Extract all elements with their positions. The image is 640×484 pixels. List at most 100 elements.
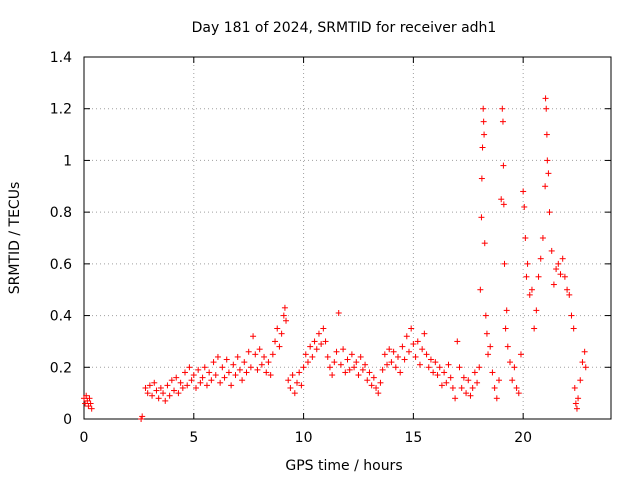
data-point [531,325,538,332]
data-point [573,405,580,412]
data-point [329,372,336,379]
data-point [460,374,467,381]
y-tick-label: 0 [63,412,72,428]
data-point [315,330,322,337]
data-point [545,170,552,177]
data-point [83,392,90,399]
data-point [487,343,494,350]
data-point [465,377,472,384]
data-point [250,333,257,340]
data-point [469,384,476,391]
data-point [287,384,294,391]
data-point [285,377,292,384]
data-point [506,359,513,366]
data-point [322,338,329,345]
data-point [272,338,279,345]
data-point [357,353,364,360]
data-point [283,317,290,324]
data-point [195,366,202,373]
data-point [410,341,417,348]
data-point [571,384,578,391]
data-point [368,382,375,389]
data-point [517,351,524,358]
data-point [280,312,287,319]
data-point [300,364,307,371]
data-point [481,240,488,247]
data-point [184,382,191,389]
data-point [528,286,535,293]
data-point [478,214,485,221]
data-point [390,348,397,355]
data-point [88,405,95,412]
data-point [307,343,314,350]
data-point [539,235,546,241]
data-point [162,397,169,404]
data-point [289,372,296,379]
x-tick-label: 0 [80,430,89,446]
data-point [326,364,333,371]
data-point [501,260,508,267]
data-point [151,379,158,386]
data-point [483,330,490,337]
data-point [454,338,461,345]
data-point [219,364,226,371]
data-point [223,356,230,363]
data-point [441,369,448,376]
data-point [256,346,263,353]
data-point [430,369,437,376]
y-tick-label: 0.6 [50,257,72,273]
data-point [168,377,175,384]
data-point [164,382,171,389]
x-tick-label: 10 [295,430,313,446]
data-point [511,364,518,371]
data-point [252,351,259,358]
data-point [568,312,575,319]
data-point [419,346,426,353]
data-point [276,343,283,350]
data-point [296,369,303,376]
data-point [208,377,215,384]
data-point [225,369,232,376]
data-point [499,118,506,125]
data-point [155,395,162,402]
data-point [386,346,393,353]
data-point [192,384,199,391]
data-point [397,369,404,376]
data-point [542,183,549,190]
data-point [267,372,274,379]
data-point [570,325,577,332]
data-point [414,338,421,345]
data-point [153,387,160,394]
data-point [509,377,516,384]
data-point [304,359,311,366]
data-point [254,366,261,373]
data-point [298,382,305,389]
data-point [333,348,340,355]
data-point [489,369,496,376]
data-point [438,382,445,389]
y-tick-label: 1.2 [50,102,72,118]
data-point [171,387,178,394]
data-point [474,379,481,386]
y-axis-label: SRMTID / TECUs [7,182,23,295]
data-point [478,175,485,182]
data-point [553,266,560,273]
data-point [447,374,454,381]
data-point [522,235,529,241]
data-point [467,392,474,399]
data-point [537,255,544,262]
x-tick-label: 20 [514,430,532,446]
data-point [480,105,487,112]
data-point [359,366,366,373]
data-point [377,379,384,386]
x-tick-label: 5 [189,430,198,446]
data-point [190,372,197,379]
data-point [401,356,408,363]
data-point [379,366,386,373]
data-point [548,247,555,254]
y-tick-label: 1.4 [50,50,72,66]
data-point [520,188,527,195]
data-point [408,325,415,332]
data-point [214,353,221,360]
data-point [526,291,533,298]
